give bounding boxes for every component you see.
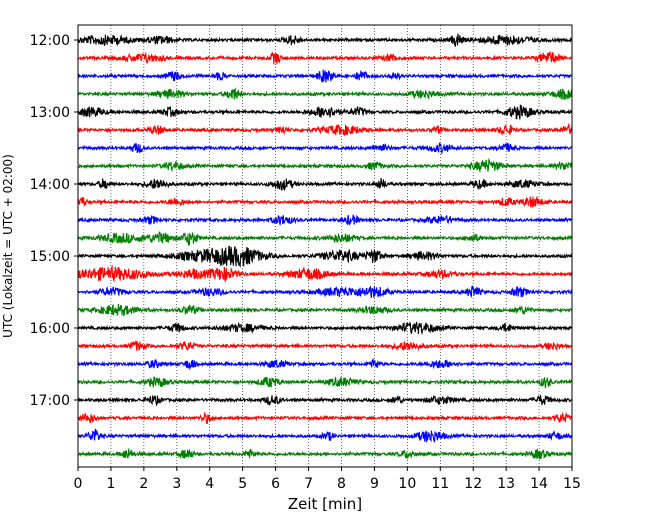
trace-1445 [77,230,573,246]
y-tick-label: 13:00 [30,105,70,121]
x-tick-label: 6 [271,476,280,492]
x-tick-label: 11 [431,476,449,492]
trace-1330 [77,141,573,155]
trace-1400 [77,178,573,192]
y-tick-label: 16:00 [30,321,70,337]
x-tick-label: 13 [497,476,515,492]
trace-1545 [77,303,573,317]
x-tick-label: 1 [106,476,115,492]
x-axis-label: Zeit [min] [288,495,362,513]
y-axis-label: UTC (Lokalzeit = UTC + 02:00) [1,154,15,338]
y-tick-label: 15:00 [30,249,70,265]
y-tick-label: 17:00 [30,393,70,409]
trace-1345 [77,157,573,173]
trace-1430 [77,214,573,227]
x-tick-label: 0 [74,476,83,492]
x-tick-label: 15 [563,476,581,492]
x-tick-label: 5 [238,476,247,492]
x-axis-ticks: 0 1 2 3 4 5 6 7 8 9 10 11 12 13 14 15 [74,467,581,492]
trace-1515 [77,264,573,283]
trace-1745 [77,448,573,460]
x-tick-label: 7 [304,476,313,492]
plot-frame [77,24,573,468]
x-tick-label: 14 [530,476,548,492]
trace-1645 [77,375,573,389]
trace-1215 [77,51,573,65]
trace-1530 [77,285,573,299]
trace-1500 [77,245,573,268]
x-tick-label: 3 [172,476,181,492]
trace-1715 [77,411,573,425]
x-tick-label: 9 [370,476,379,492]
trace-1415 [77,195,573,208]
x-tick-label: 2 [139,476,148,492]
x-tick-label: 4 [205,476,214,492]
trace-1230 [77,69,573,83]
trace-1700 [77,394,573,407]
y-tick-label: 14:00 [30,177,70,193]
x-tick-label: 8 [337,476,346,492]
y-axis-ticks: 12:00 13:00 14:00 15:00 16:00 17:00 [30,33,78,409]
trace-1730 [77,428,573,443]
y-tick-label: 12:00 [30,33,70,49]
seismic-traces [77,33,573,460]
trace-1630 [77,358,573,371]
trace-1600 [77,321,573,336]
x-tick-label: 10 [398,476,416,492]
x-tick-label: 12 [464,476,482,492]
trace-1300 [77,104,573,120]
trace-1200 [77,33,573,47]
trace-1615 [77,340,573,352]
trace-1315 [77,123,573,137]
trace-1245 [77,87,573,101]
